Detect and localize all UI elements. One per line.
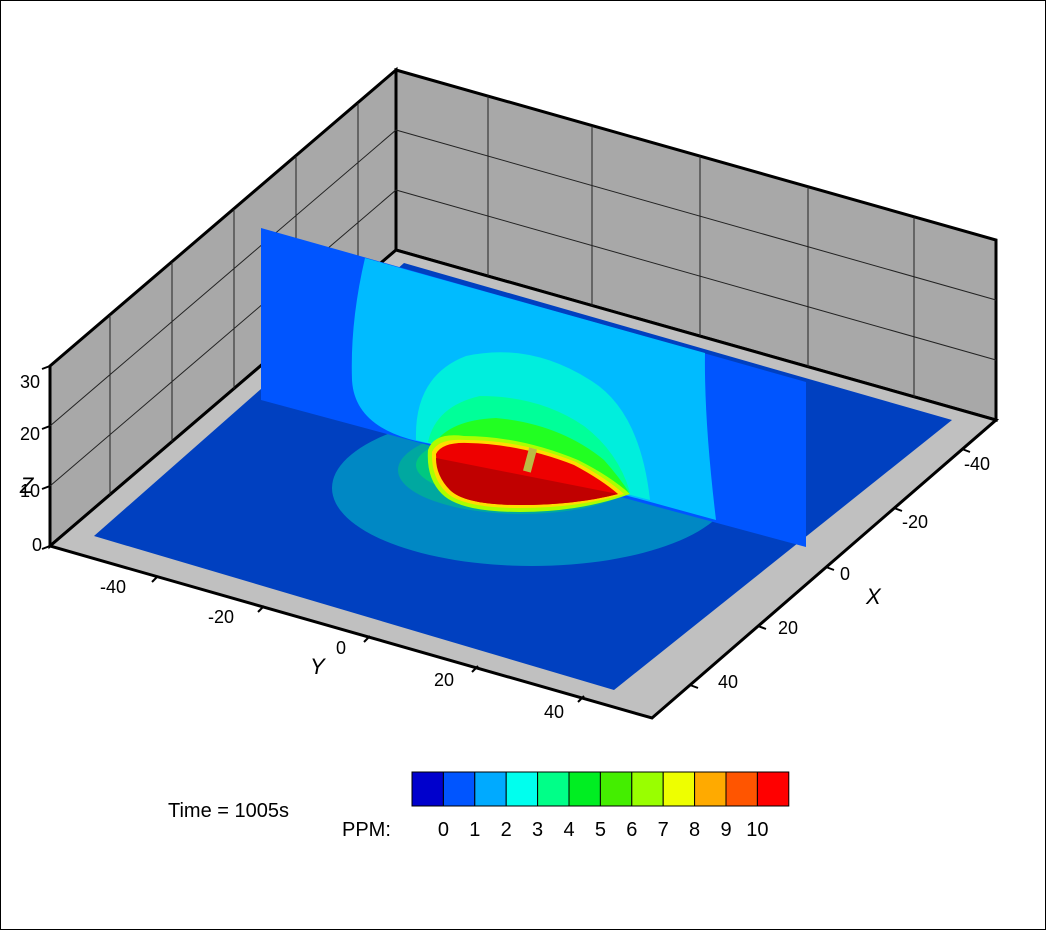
legend-swatch [537,771,570,807]
legend-swatch [505,771,539,807]
legend-level-label: 0 [438,819,449,841]
legend-level-label: 9 [720,819,731,841]
x-tick-0: 0 [840,564,850,584]
x-axis-label: X [865,584,882,609]
z-tick-30: 30 [20,372,40,392]
x-tick-40: 40 [718,672,738,692]
legend-levels: 0 1 2 3 4 5 6 7 8 9 10 [438,819,769,841]
x-tick-neg40: -40 [964,454,990,474]
source-marker [523,447,537,473]
legend-level-label: 1 [469,819,480,841]
legend-label: PPM: [342,819,391,841]
legend-swatch [694,771,727,807]
legend-swatch [756,771,790,807]
legend-swatch [411,771,444,807]
back-wall-grid [395,96,997,397]
legend-level-label: 8 [689,819,700,841]
legend-swatches [411,771,790,807]
y-tick-20: 20 [434,670,454,690]
legend-swatch [474,771,507,807]
legend-level-label: 3 [532,819,543,841]
legend-level-label: 6 [626,819,637,841]
legend-level-label: 2 [501,819,512,841]
plume-core-lower [436,458,618,505]
y-tick-40: 40 [544,702,564,722]
legend-level-label: 7 [658,819,669,841]
x-tick-neg20: -20 [902,512,928,532]
legend-swatch [568,771,601,807]
legend-swatch [725,771,758,807]
y-axis-label: Y [310,654,326,679]
z-tick-0: 0 [32,535,42,555]
legend-swatch [631,771,664,807]
z-axis-label: Z [19,473,35,498]
legend-swatch [599,771,633,807]
x-tick-20: 20 [778,618,798,638]
legend-level-label: 10 [746,819,768,841]
z-tick-20: 20 [20,424,40,444]
y-tick-0: 0 [336,638,346,658]
legend-swatch [662,771,696,807]
y-tick-neg40: -40 [100,577,126,597]
legend-swatch [442,771,476,807]
time-label: Time = 1005s [168,800,289,822]
z-tick-10: 10 [20,481,40,501]
legend-level-label: 4 [563,819,574,841]
tick-marks [41,365,971,703]
legend-level-label: 5 [595,819,606,841]
y-tick-neg20: -20 [208,607,234,627]
